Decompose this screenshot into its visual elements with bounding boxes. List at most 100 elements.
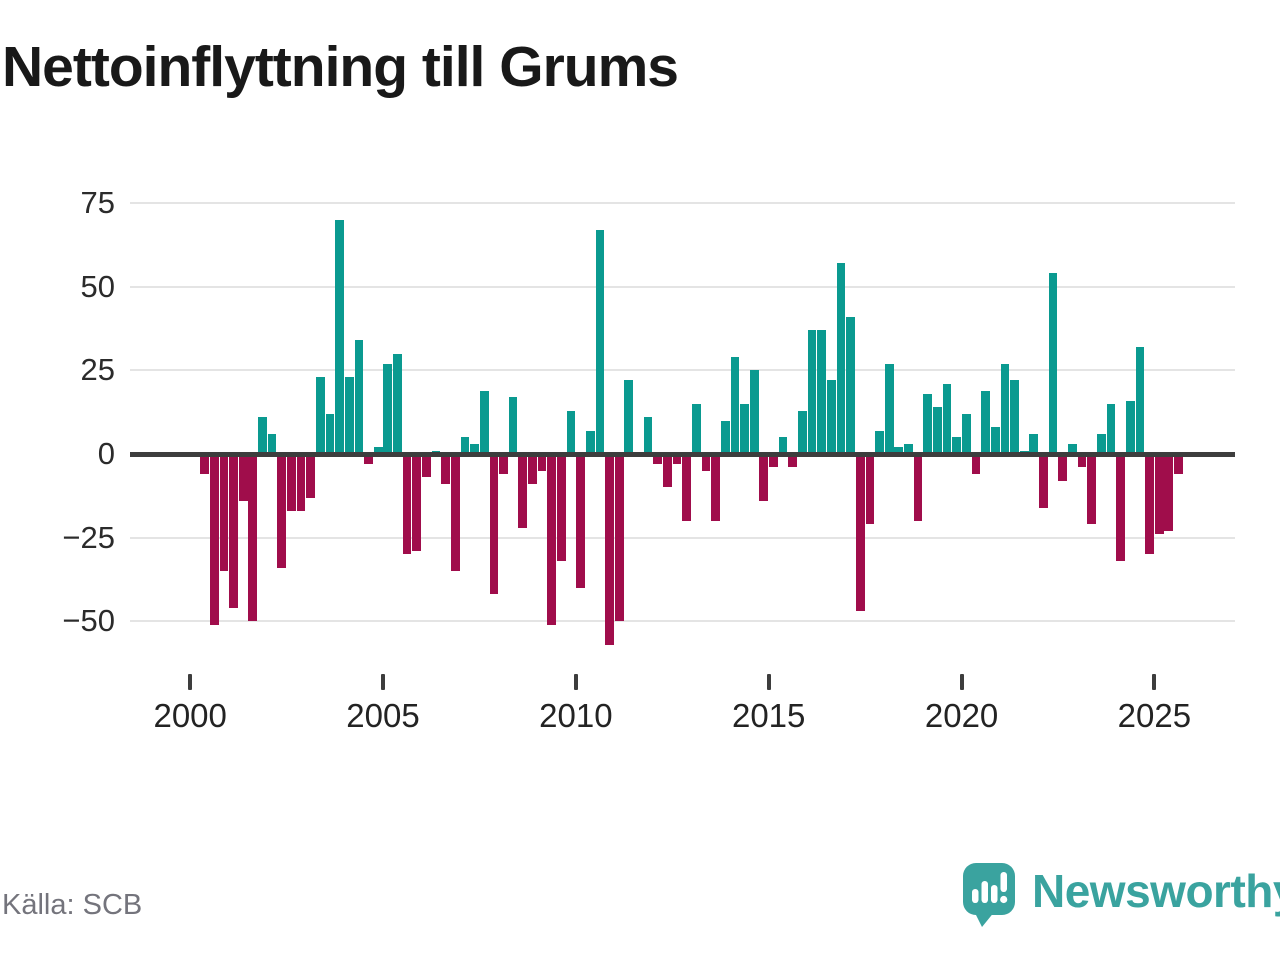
bar-2006Q4 [450, 454, 460, 571]
bar-2024Q4 [1145, 454, 1154, 555]
bar-2024Q2 [1125, 400, 1135, 454]
bar-2024Q1 [1116, 454, 1125, 561]
bar-2015Q4 [798, 410, 807, 454]
bar-2020Q4 [990, 427, 1000, 454]
bar-2012Q1 [653, 454, 663, 464]
bar-2001Q1 [229, 454, 238, 608]
bar-2008Q3 [518, 454, 528, 528]
bar-2021Q4 [1029, 433, 1039, 454]
gridline-75 [130, 202, 1235, 205]
bar-2022Q4 [1068, 444, 1077, 454]
bar-2014Q2 [740, 403, 749, 454]
bar-2023Q4 [1106, 403, 1116, 454]
bar-2001Q2 [238, 454, 248, 501]
bar-2009Q4 [566, 410, 576, 454]
bar-2013Q3 [711, 454, 720, 521]
bar-2022Q1 [1039, 454, 1048, 508]
y-axis-label: 25 [80, 352, 115, 388]
bar-2025Q1 [1154, 454, 1164, 535]
bar-2023Q1 [1077, 454, 1087, 468]
bar-2019Q1 [923, 393, 933, 454]
bar-2018Q3 [904, 444, 913, 454]
bar-2013Q1 [691, 403, 701, 454]
bar-2011Q1 [614, 454, 624, 622]
gridline--50 [130, 620, 1235, 623]
bar-2000Q2 [200, 454, 209, 475]
bar-2005Q1 [383, 363, 393, 454]
bar-2017Q4 [875, 430, 884, 454]
bar-2015Q3 [788, 454, 798, 468]
bar-2005Q4 [412, 454, 422, 551]
bar-2000Q4 [219, 454, 229, 571]
bar-2024Q3 [1135, 347, 1145, 454]
bar-2011Q2 [624, 380, 634, 454]
bar-2020Q2 [971, 454, 981, 475]
gridline-25 [130, 369, 1235, 372]
bar-2016Q1 [807, 330, 817, 454]
x-axis-tick-2020 [959, 674, 964, 690]
bar-2004Q3 [364, 454, 373, 464]
bar-2022Q2 [1048, 273, 1058, 454]
x-axis-label: 2005 [346, 697, 420, 734]
y-axis-label: −25 [62, 519, 115, 555]
chart-title: Nettoinflyttning till Grums [2, 35, 679, 99]
bar-2010Q2 [585, 430, 595, 454]
bar-2018Q4 [913, 454, 923, 521]
x-axis-label: 2025 [1117, 697, 1192, 734]
bar-2002Q4 [296, 454, 306, 511]
bar-2007Q1 [460, 437, 470, 454]
bar-2004Q1 [344, 377, 354, 454]
x-axis-tick-2025 [1152, 674, 1157, 690]
bar-2005Q3 [402, 454, 412, 555]
bar-2018Q1 [884, 363, 894, 454]
bar-2002Q2 [277, 454, 287, 568]
bar-2013Q4 [720, 420, 730, 454]
bar-2005Q2 [393, 353, 402, 454]
bar-2004Q4 [373, 447, 383, 454]
bar-2023Q2 [1087, 454, 1097, 525]
bar-2015Q1 [769, 454, 778, 468]
x-axis-tick-2010 [573, 674, 578, 690]
bar-2002Q3 [287, 454, 296, 511]
bar-2019Q3 [942, 383, 952, 454]
bar-2017Q3 [865, 454, 875, 525]
bar-2008Q4 [528, 454, 537, 485]
bar-2018Q2 [894, 447, 904, 454]
bar-2004Q2 [354, 340, 364, 454]
newsworthy-wordmark: Newsworthy [1032, 865, 1280, 917]
bar-2014Q3 [749, 370, 759, 454]
bar-2003Q3 [325, 413, 335, 454]
x-axis-label: 2010 [539, 697, 613, 734]
bar-2021Q1 [1000, 363, 1010, 454]
y-axis-label: 75 [80, 185, 115, 221]
bar-2006Q1 [422, 454, 431, 478]
y-axis-label: 50 [80, 268, 115, 304]
x-axis-label: 2020 [924, 697, 999, 734]
bar-2007Q2 [470, 444, 479, 454]
bar-2008Q1 [499, 454, 508, 475]
bar-2001Q3 [248, 454, 258, 622]
bar-2001Q4 [258, 417, 267, 454]
bar-2012Q4 [682, 454, 692, 521]
x-axis-tick-2000 [188, 674, 193, 690]
newsworthy-logo-icon [963, 863, 1015, 927]
x-axis-tick-2005 [381, 674, 385, 690]
bar-2003Q4 [335, 219, 344, 454]
bar-2015Q2 [778, 437, 788, 454]
x-axis-label: 2015 [731, 697, 806, 734]
y-axis-label: 0 [97, 436, 115, 471]
bar-2012Q2 [663, 454, 672, 488]
bar-2017Q1 [846, 316, 855, 454]
bar-2022Q3 [1058, 454, 1068, 481]
bar-2009Q2 [547, 454, 557, 625]
bar-2014Q1 [730, 357, 740, 454]
bar-2010Q1 [576, 454, 585, 588]
bar-2008Q2 [508, 397, 518, 454]
y-axis-label: −50 [62, 603, 115, 639]
bar-2000Q3 [209, 454, 219, 625]
bar-2016Q3 [826, 380, 836, 454]
bar-2012Q3 [672, 454, 682, 464]
bar-2006Q3 [441, 454, 451, 485]
bar-2009Q1 [537, 454, 547, 471]
